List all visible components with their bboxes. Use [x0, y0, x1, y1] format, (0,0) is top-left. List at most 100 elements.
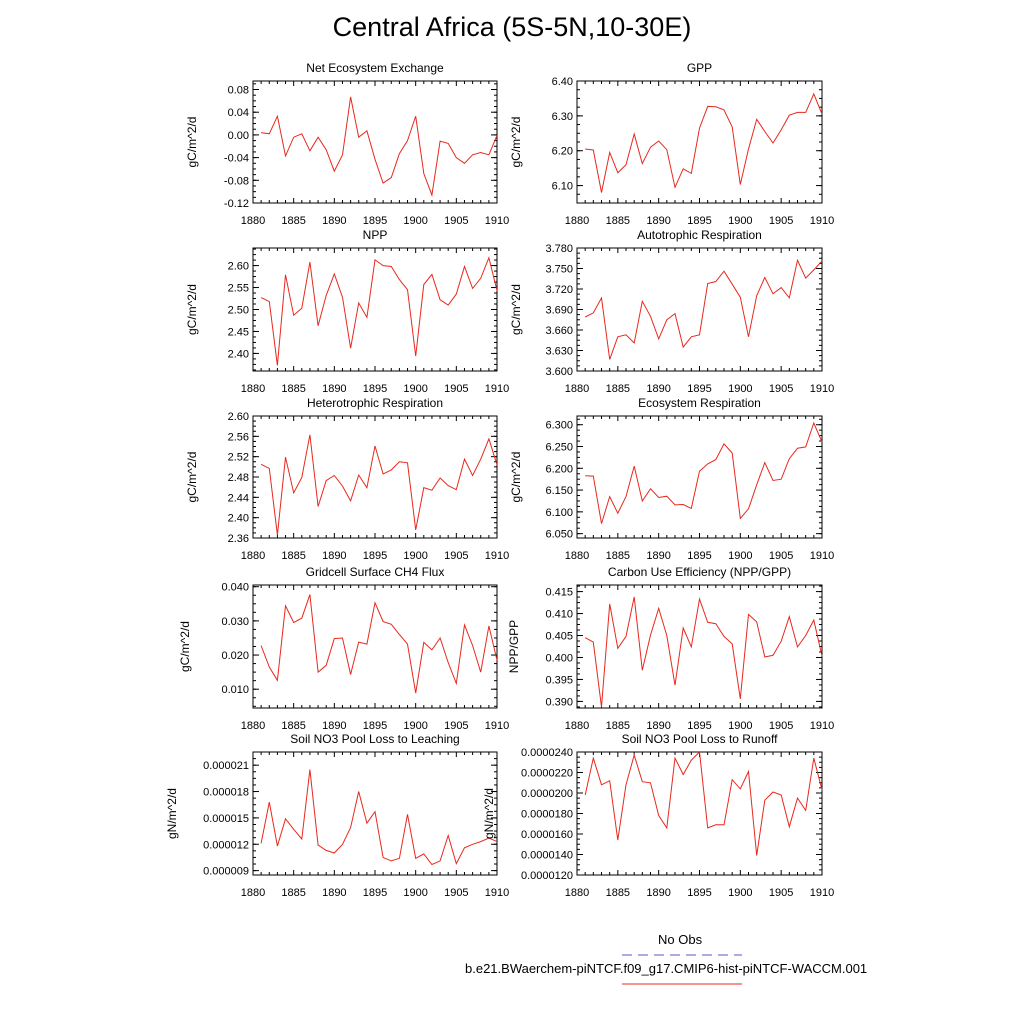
y-tick-label: 2.56	[228, 431, 249, 443]
plot-frame	[252, 247, 498, 372]
series-line	[585, 92, 823, 193]
x-tick-label: 1880	[241, 383, 265, 395]
y-tick-label: 2.36	[228, 533, 249, 545]
x-tick-label: 1890	[646, 215, 670, 227]
x-tick-label: 1910	[485, 215, 509, 227]
x-tick-label: 1895	[687, 550, 711, 562]
y-tick-label: 2.60	[228, 261, 249, 273]
panel-title: Gridcell Surface CH4 Flux	[306, 565, 445, 579]
x-tick-label: 1910	[810, 383, 834, 395]
x-tick-label: 1880	[241, 887, 265, 899]
y-tick-label: 3.600	[545, 366, 573, 378]
series-line	[260, 434, 498, 535]
x-tick-label: 1910	[485, 887, 509, 899]
x-tick-label: 1905	[444, 215, 468, 227]
y-axis-label: gC/m^2/d	[185, 452, 199, 503]
y-axis-label: gC/m^2/d	[185, 284, 199, 335]
y-tick-label: 2.48	[228, 472, 249, 484]
x-tick-label: 1890	[646, 383, 670, 395]
x-tick-label: 1890	[322, 550, 346, 562]
x-tick-label: 1905	[444, 720, 468, 732]
x-tick-label: 1900	[403, 720, 427, 732]
series-line	[260, 256, 498, 366]
x-tick-label: 1900	[728, 383, 752, 395]
x-tick-label: 1880	[565, 383, 589, 395]
x-tick-label: 1905	[769, 383, 793, 395]
x-tick-label: 1910	[810, 720, 834, 732]
x-tick-label: 1905	[769, 887, 793, 899]
x-tick-label: 1900	[403, 887, 427, 899]
y-tick-label: 0.04	[228, 107, 249, 119]
plot-frame	[576, 584, 823, 709]
panel-1: Net Ecosystem Exchange gC/m^2/d 1880 1885 18…	[185, 61, 509, 227]
y-tick-label: 0.400	[545, 652, 573, 664]
panel-5: Heterotrophic Respiration gC/m^2/d 1880 188…	[185, 396, 509, 562]
x-tick-label: 1885	[281, 720, 305, 732]
y-tick-label: 0.0000240	[521, 747, 573, 759]
panel-title: Heterotrophic Respiration	[307, 396, 443, 410]
plot-frame	[252, 80, 498, 204]
y-tick-label: 0.0000120	[521, 870, 573, 882]
panel-title: Soil NO3 Pool Loss to Runoff	[622, 732, 779, 746]
y-tick-label: 0.0000160	[521, 829, 573, 841]
y-tick-label: 3.750	[545, 264, 573, 276]
x-tick-label: 1890	[322, 720, 346, 732]
panel-title: Net Ecosystem Exchange	[306, 61, 444, 75]
x-tick-label: 1880	[241, 720, 265, 732]
legend-obs-label: No Obs	[658, 932, 703, 947]
x-tick-label: 1890	[322, 215, 346, 227]
y-tick-label: 6.30	[552, 111, 573, 123]
x-tick-label: 1880	[565, 215, 589, 227]
x-tick-label: 1900	[728, 550, 752, 562]
y-axis-label: NPP/GPP	[507, 620, 521, 673]
y-tick-label: -0.04	[224, 153, 249, 165]
panel-3: NPP gC/m^2/d 1880 1885 1890 1895 1900 1905 1910 2…	[185, 228, 509, 395]
y-tick-label: 0.000021	[203, 760, 249, 772]
y-axis-label: gC/m^2/d	[509, 284, 523, 335]
x-tick-label: 1895	[363, 383, 387, 395]
x-tick-label: 1895	[687, 383, 711, 395]
x-tick-label: 1905	[769, 720, 793, 732]
y-tick-label: 3.780	[545, 243, 573, 255]
x-tick-label: 1880	[565, 887, 589, 899]
x-tick-label: 1910	[485, 720, 509, 732]
panel-title: Ecosystem Respiration	[638, 396, 761, 410]
panel-2: GPP gC/m^2/d 1880 1885 1890 1895 1900 1905 1910 6…	[509, 61, 834, 227]
x-tick-label: 1880	[565, 720, 589, 732]
y-tick-label: 0.0000220	[521, 768, 573, 780]
x-tick-label: 1895	[363, 720, 387, 732]
x-tick-label: 1895	[687, 887, 711, 899]
x-tick-label: 1910	[810, 550, 834, 562]
y-tick-label: 0.395	[545, 674, 573, 686]
x-tick-label: 1885	[281, 550, 305, 562]
x-tick-label: 1885	[281, 215, 305, 227]
y-axis-label: gC/m^2/d	[185, 117, 199, 168]
panel-4: Autotrophic Respiration gC/m^2/d 1880 1885 1…	[509, 228, 834, 395]
y-tick-label: 0.390	[545, 696, 573, 708]
figure-title: Central Africa (5S-5N,10-30E)	[332, 12, 692, 42]
x-tick-label: 1885	[606, 550, 630, 562]
series-line	[585, 421, 823, 524]
y-tick-label: 3.660	[545, 325, 573, 337]
y-tick-label: 0.08	[228, 85, 249, 97]
y-tick-label: 0.0000200	[521, 788, 573, 800]
plot-frame	[576, 247, 823, 372]
panel-title: Carbon Use Efficiency (NPP/GPP)	[608, 565, 791, 579]
y-tick-label: 2.60	[228, 411, 249, 423]
y-axis-label: gC/m^2/d	[509, 452, 523, 503]
panel-10: Soil NO3 Pool Loss to Runoff gN/m^2/d 1880…	[482, 732, 834, 899]
x-tick-label: 1890	[646, 887, 670, 899]
series-line	[261, 96, 498, 198]
x-tick-label: 1890	[322, 887, 346, 899]
series-line	[260, 769, 498, 866]
x-tick-label: 1895	[363, 550, 387, 562]
panel-6: Ecosystem Respiration gC/m^2/d 1880 1885 189…	[509, 396, 834, 562]
x-tick-label: 1900	[728, 720, 752, 732]
y-tick-label: 0.00	[228, 130, 249, 142]
x-tick-label: 1905	[769, 215, 793, 227]
y-tick-label: 0.020	[221, 650, 249, 662]
x-tick-label: 1890	[646, 550, 670, 562]
panel-9: Soil NO3 Pool Loss to Leaching gN/m^2/d 18…	[165, 732, 509, 899]
x-tick-label: 1885	[281, 383, 305, 395]
